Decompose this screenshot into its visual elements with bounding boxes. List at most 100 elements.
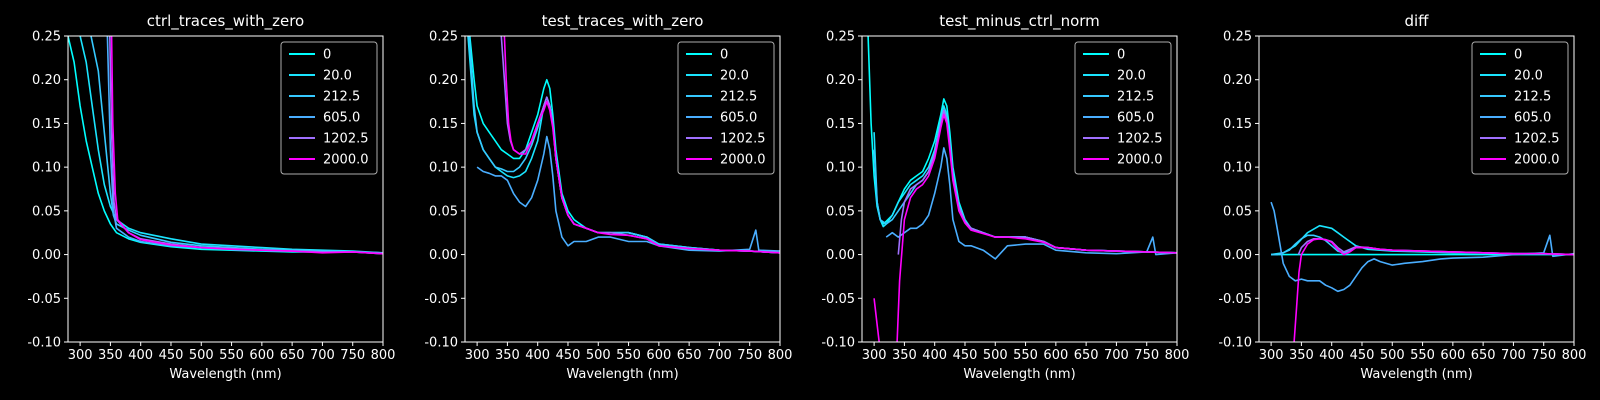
axes-frame <box>464 35 781 343</box>
x-tick-label: 300 <box>465 348 490 363</box>
series-line-2000.0 <box>873 113 1177 342</box>
x-tick-label: 550 <box>1410 348 1435 363</box>
legend-entry: 212.5 <box>720 90 757 105</box>
legend-entry: 212.5 <box>323 90 360 105</box>
y-tick-label: 0.00 <box>826 248 855 263</box>
x-tick-label: 400 <box>525 348 550 363</box>
chart-title: ctrl_traces_with_zero <box>147 12 304 31</box>
x-tick-label: 750 <box>1134 348 1159 363</box>
y-tick-label: 0.10 <box>826 161 855 176</box>
legend-entry: 605.0 <box>1117 111 1154 126</box>
x-axis-label: Wavelength (nm) <box>566 367 678 382</box>
x-tick-label: 700 <box>707 348 732 363</box>
x-tick-label: 350 <box>495 348 520 363</box>
legend-entry: 605.0 <box>720 111 757 126</box>
x-tick-label: 700 <box>310 348 335 363</box>
x-tick-label: 450 <box>556 348 581 363</box>
x-tick-label: 400 <box>128 348 153 363</box>
chart-panel-3: test_minus_ctrl_norm 300 350 400 450 500 550 60… <box>821 12 1189 382</box>
series-line-20.0 <box>79 36 383 254</box>
series-line-2000.0 <box>1293 238 1574 342</box>
legend-entry: 2000.0 <box>323 153 369 168</box>
x-tick-label: 350 <box>98 348 123 363</box>
legend-entry: 20.0 <box>720 69 749 84</box>
x-tick-label: 450 <box>953 348 978 363</box>
chart-title: diff <box>1404 12 1429 30</box>
x-tick-label: 600 <box>1440 348 1465 363</box>
x-tick-label: 400 <box>922 348 947 363</box>
y-tick-label: 0.05 <box>826 204 855 219</box>
y-tick-label: 0.20 <box>826 73 855 88</box>
legend-entry: 2000.0 <box>1117 153 1163 168</box>
x-tick-label: 450 <box>1350 348 1375 363</box>
series-line-2000.0 <box>110 36 383 255</box>
x-tick-label: 650 <box>1074 348 1099 363</box>
y-tick-label: 0.00 <box>1223 248 1252 263</box>
x-tick-label: 700 <box>1501 348 1526 363</box>
legend-entry: 212.5 <box>1117 90 1154 105</box>
x-tick-label: 550 <box>616 348 641 363</box>
legend-entry: 1202.5 <box>323 132 369 147</box>
legend-entry: 1202.5 <box>1117 132 1163 147</box>
chart-title: test_traces_with_zero <box>542 12 704 31</box>
x-tick-label: 750 <box>737 348 762 363</box>
plot-area <box>867 36 1177 342</box>
x-tick-label: 600 <box>646 348 671 363</box>
series-line-605.0 <box>885 147 1177 260</box>
legend-entry: 1202.5 <box>1514 132 1560 147</box>
y-tick-label: -0.10 <box>1218 336 1252 351</box>
y-tick-label: 0.05 <box>1223 204 1252 219</box>
axes-frame <box>1258 35 1575 343</box>
legend-entry: 20.0 <box>323 69 352 84</box>
series-line-20.0 <box>1270 224 1574 256</box>
x-axis-label: Wavelength (nm) <box>1360 367 1472 382</box>
axes-frame <box>861 35 1178 343</box>
legend-entry: 0 <box>1514 48 1522 63</box>
legend-entry: 212.5 <box>1514 90 1551 105</box>
series-line-605.0 <box>476 135 780 252</box>
x-tick-label: 650 <box>1471 348 1496 363</box>
y-tick-label: -0.05 <box>424 292 458 307</box>
series-line-2000.0 <box>503 36 780 254</box>
series-line-212.5 <box>90 36 383 254</box>
x-tick-label: 650 <box>677 348 702 363</box>
legend-entry: 0 <box>720 48 728 63</box>
chart-panel-2: test_traces_with_zero 300 350 400 450 500 550 6… <box>424 12 792 382</box>
legend: 0 20.0 212.5 605.0 1202.5 2000.0 <box>1471 41 1569 175</box>
x-tick-label: 750 <box>1531 348 1556 363</box>
legend: 0 20.0 212.5 605.0 1202.5 2000.0 <box>677 41 775 175</box>
legend-entry: 0 <box>323 48 331 63</box>
y-tick-label: 0.20 <box>1223 73 1252 88</box>
x-tick-label: 750 <box>340 348 365 363</box>
legend-entry: 605.0 <box>1514 111 1551 126</box>
legend-entry: 605.0 <box>323 111 360 126</box>
x-tick-label: 300 <box>862 348 887 363</box>
y-tick-label: 0.15 <box>32 117 61 132</box>
series-line-605.0 <box>1270 201 1574 293</box>
x-tick-label: 300 <box>68 348 93 363</box>
x-tick-label: 700 <box>1104 348 1129 363</box>
legend-entry: 1202.5 <box>720 132 766 147</box>
legend-entry: 2000.0 <box>1514 153 1560 168</box>
x-tick-label: 800 <box>371 348 396 363</box>
x-tick-label: 550 <box>219 348 244 363</box>
y-tick-label: -0.10 <box>424 336 458 351</box>
y-tick-label: 0.05 <box>429 204 458 219</box>
x-tick-label: 600 <box>1043 348 1068 363</box>
x-tick-label: 800 <box>1165 348 1190 363</box>
y-tick-label: 0.15 <box>826 117 855 132</box>
plot-area <box>1270 201 1574 342</box>
y-tick-label: -0.05 <box>27 292 61 307</box>
legend: 0 20.0 212.5 605.0 1202.5 2000.0 <box>280 41 378 175</box>
x-tick-label: 800 <box>1562 348 1587 363</box>
y-tick-label: -0.05 <box>821 292 855 307</box>
legend-entry: 2000.0 <box>720 153 766 168</box>
y-tick-label: 0.10 <box>429 161 458 176</box>
y-tick-label: 0.00 <box>429 248 458 263</box>
y-tick-label: 0.25 <box>429 30 458 45</box>
chart-title: test_minus_ctrl_norm <box>939 12 1100 31</box>
x-tick-label: 350 <box>892 348 917 363</box>
y-tick-label: 0.20 <box>32 73 61 88</box>
y-tick-label: 0.15 <box>429 117 458 132</box>
